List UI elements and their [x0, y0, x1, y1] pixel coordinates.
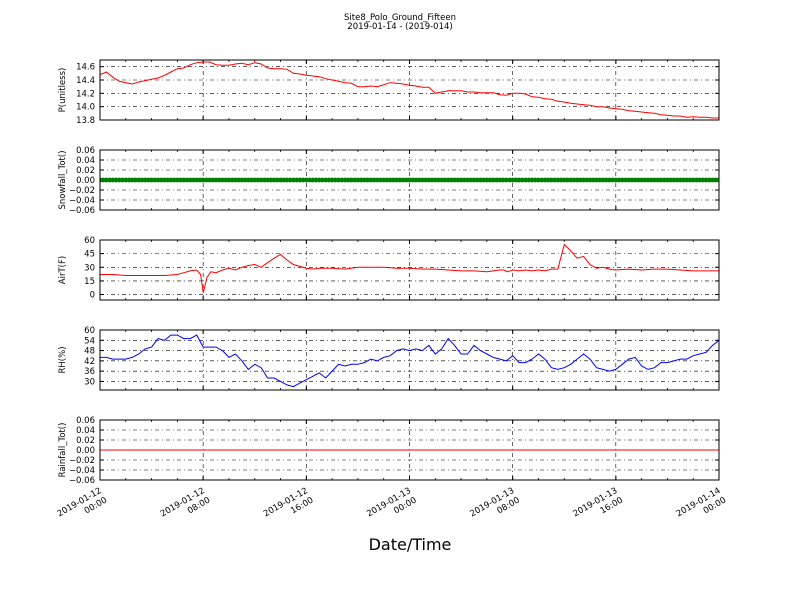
panels: 13.814.014.214.414.6P(unitless)−0.06−0.0… [58, 59, 720, 486]
y-tick-label: 13.8 [76, 116, 95, 126]
axes-frame [99, 149, 720, 211]
y-axis-label: P(unitless) [58, 68, 68, 113]
y-tick-label: 15 [84, 277, 95, 287]
y-tick-label: 0.06 [76, 146, 95, 156]
y-tick-label: 0.02 [76, 166, 95, 176]
y-tick-label: −0.02 [69, 186, 95, 196]
panel-5: −0.06−0.04−0.020.000.020.040.06 Rainfall_… [58, 416, 720, 486]
panel-3: 0 15 30 45 60 AirT(F) [58, 236, 720, 301]
y-axis-label: Rainfall_Tot() [58, 423, 68, 478]
x-axis-label: Date/Time [369, 535, 452, 554]
axes-frame [99, 239, 720, 301]
axes-frame [99, 329, 720, 391]
y-axis-label: AirT(F) [58, 256, 68, 284]
y-tick-label: 0.00 [76, 446, 95, 456]
y-tick-label: 36 [84, 367, 95, 377]
y-tick-label: 0.06 [76, 416, 95, 426]
y-tick-label: 42 [84, 357, 95, 367]
x-tick-label: 2019-01-1208:00 [159, 486, 212, 529]
y-tick-label: 0.00 [76, 176, 95, 186]
y-tick-label: −0.02 [69, 456, 95, 466]
y-tick-label: 48 [84, 347, 95, 357]
chart-subtitle: 2019-01-14 - (2019-014) [347, 22, 452, 32]
axes-frame [99, 59, 720, 121]
x-tick-label: 2019-01-1200:00 [56, 486, 109, 529]
y-axis-label: RH(%) [58, 346, 68, 373]
y-tick-label: 30 [84, 377, 95, 387]
y-tick-label: −0.04 [69, 196, 95, 206]
series-markers [100, 177, 719, 183]
y-tick-label: 60 [84, 326, 95, 336]
x-tick-label: 2019-01-1216:00 [262, 486, 315, 529]
y-axis-label: Snowfall_Tot() [58, 150, 68, 209]
chart-title: Site8_Polo_Ground_Fifteen [344, 13, 456, 23]
x-tick-label: 2019-01-1316:00 [572, 486, 625, 529]
axes-frame [99, 419, 720, 481]
y-tick-label: 14.4 [76, 76, 95, 86]
y-tick-label: 14.6 [76, 63, 95, 73]
x-tick-label: 2019-01-1308:00 [468, 486, 521, 529]
y-tick-label: −0.06 [69, 206, 95, 216]
panel-1: 13.8 14.0 14.2 14.4 14.6 P(unitless) [58, 59, 720, 126]
y-tick-label: 0 [90, 291, 95, 301]
y-tick-label: −0.04 [69, 466, 95, 476]
y-tick-label: 14.0 [76, 103, 95, 113]
y-tick-label: 30 [84, 263, 95, 273]
series-line [100, 61, 719, 119]
y-tick-label: 60 [84, 236, 95, 246]
y-tick-label: 45 [84, 250, 95, 260]
data-point [716, 177, 719, 183]
y-tick-label: 0.04 [76, 156, 95, 166]
x-tick-labels: 2019-01-1200:00 2019-01-1208:00 2019-01-12… [56, 486, 728, 529]
series-line [100, 243, 719, 293]
y-tick-label: 0.04 [76, 426, 95, 436]
panel-2: −0.06−0.04−0.020.000.020.040.06 Snowfall_… [58, 146, 720, 216]
y-tick-label: 54 [84, 336, 95, 346]
x-tick-label: 2019-01-1400:00 [675, 486, 728, 529]
series-line [100, 334, 719, 388]
y-tick-label: 14.2 [76, 89, 95, 99]
y-tick-label: 0.02 [76, 436, 95, 446]
x-tick-label: 2019-01-1300:00 [365, 486, 418, 529]
y-tick-label: −0.06 [69, 476, 95, 486]
